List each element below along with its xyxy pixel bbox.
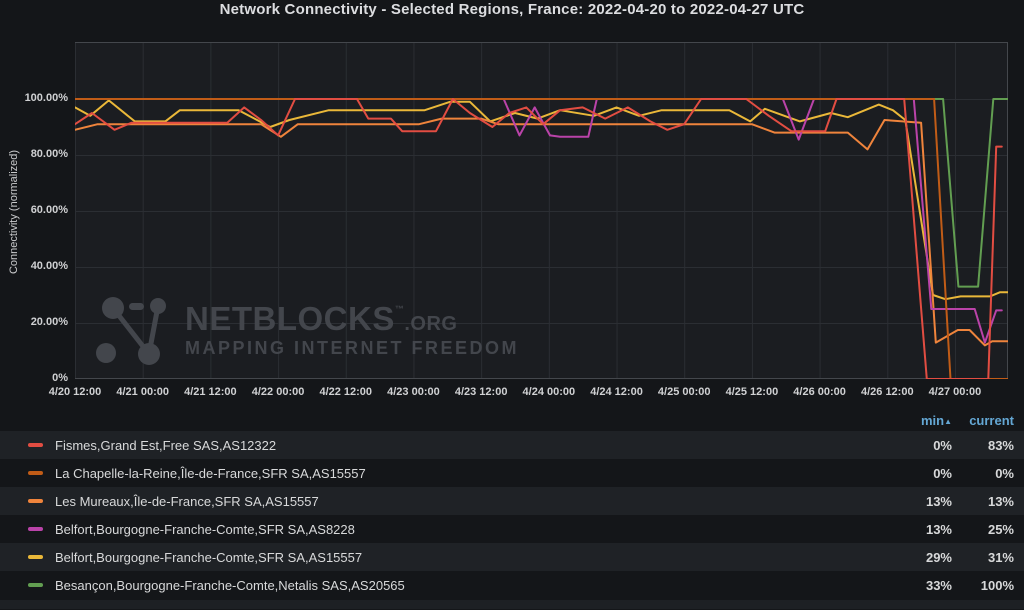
x-tick-label: 4/22 12:00 (319, 386, 373, 398)
legend-row[interactable]: Fismes,Grand Est,Free SAS,AS12322 0% 83% (0, 431, 1024, 459)
legend-row[interactable]: Belfort,Bourgogne-Franche-Comte,SFR SA,A… (0, 515, 1024, 543)
y-tick-label: 0% (52, 372, 68, 384)
y-tick-label: 60.00% (30, 204, 68, 216)
series-current-value: 83% (987, 437, 1014, 453)
x-tick-label: 4/26 12:00 (860, 386, 914, 398)
series-current-value: 13% (987, 493, 1014, 509)
series-min-value: 0% (933, 465, 952, 481)
x-tick-label: 4/20 12:00 (48, 386, 102, 398)
page-title: Network Connectivity - Selected Regions,… (219, 1, 805, 18)
chart-canvas[interactable] (75, 42, 1008, 379)
series-label[interactable]: Les Mureaux,Île-de-France,SFR SA,AS15557 (55, 493, 319, 509)
y-tick-label: 20.00% (30, 316, 68, 328)
y-tick-label: 40.00% (30, 260, 68, 272)
legend-sort-current[interactable]: current (969, 413, 1014, 428)
series-color-swatch (28, 499, 43, 503)
x-tick-label: 4/24 00:00 (522, 386, 576, 398)
series-label[interactable]: Belfort,Bourgogne-Franche-Comte,SFR SA,A… (55, 521, 355, 537)
series-current-value: 25% (987, 521, 1014, 537)
series-color-swatch (28, 527, 43, 531)
series-color-swatch (28, 555, 43, 559)
series-label[interactable]: Besançon,Bourgogne-Franche-Comte,Netalis… (55, 577, 405, 593)
series-min-value: 13% (925, 493, 952, 509)
series-label[interactable]: Fismes,Grand Est,Free SAS,AS12322 (55, 437, 277, 453)
series-current-value: 31% (987, 549, 1014, 565)
legend-row[interactable]: Besançon,Bourgogne-Franche-Comte,Netalis… (0, 571, 1024, 599)
legend-header: min▲ current (0, 410, 1024, 431)
x-tick-label: 4/23 00:00 (387, 386, 440, 398)
legend-sort-min[interactable]: min▲ (920, 413, 952, 428)
series-label[interactable]: La Chapelle-la-Reine,Île-de-France,SFR S… (55, 465, 366, 481)
x-tick-label: 4/21 00:00 (116, 386, 169, 398)
series-color-swatch (28, 443, 43, 447)
legend-row[interactable]: La Chapelle-la-Reine,Île-de-France,SFR S… (0, 459, 1024, 487)
legend-row-partial[interactable] (0, 600, 1024, 609)
x-tick-label: 4/25 00:00 (657, 386, 711, 398)
legend-table: min▲ current Fismes,Grand Est,Free SAS,A… (0, 410, 1024, 609)
x-tick-label: 4/26 00:00 (793, 386, 846, 398)
x-tick-label: 4/24 12:00 (590, 386, 643, 398)
x-tick-label: 4/22 00:00 (251, 386, 305, 398)
y-tick-label: 100.00% (24, 92, 68, 104)
x-tick-label: 4/25 12:00 (725, 386, 779, 398)
series-min-value: 13% (925, 521, 952, 537)
series-min-value: 0% (933, 437, 952, 453)
series-min-value: 33% (925, 577, 952, 593)
series-min-value: 29% (925, 549, 952, 565)
y-tick-label: 80.00% (30, 148, 68, 160)
chart-plot-area[interactable]: NETBLOCKS™.ORG MAPPING INTERNET FREEDOM (75, 42, 1008, 379)
sort-ascending-icon: ▲ (944, 417, 952, 426)
x-tick-label: 4/23 12:00 (454, 386, 508, 398)
series-color-swatch (28, 583, 43, 587)
legend-row[interactable]: Belfort,Bourgogne-Franche-Comte,SFR SA,A… (0, 543, 1024, 571)
series-label[interactable]: Belfort,Bourgogne-Franche-Comte,SFR SA,A… (55, 549, 363, 565)
legend-row[interactable]: Les Mureaux,Île-de-France,SFR SA,AS15557… (0, 487, 1024, 515)
x-tick-label: 4/27 00:00 (928, 386, 982, 398)
series-current-value: 100% (980, 577, 1014, 593)
x-tick-label: 4/21 12:00 (184, 386, 237, 398)
series-color-swatch (28, 471, 43, 475)
series-current-value: 0% (995, 465, 1014, 481)
